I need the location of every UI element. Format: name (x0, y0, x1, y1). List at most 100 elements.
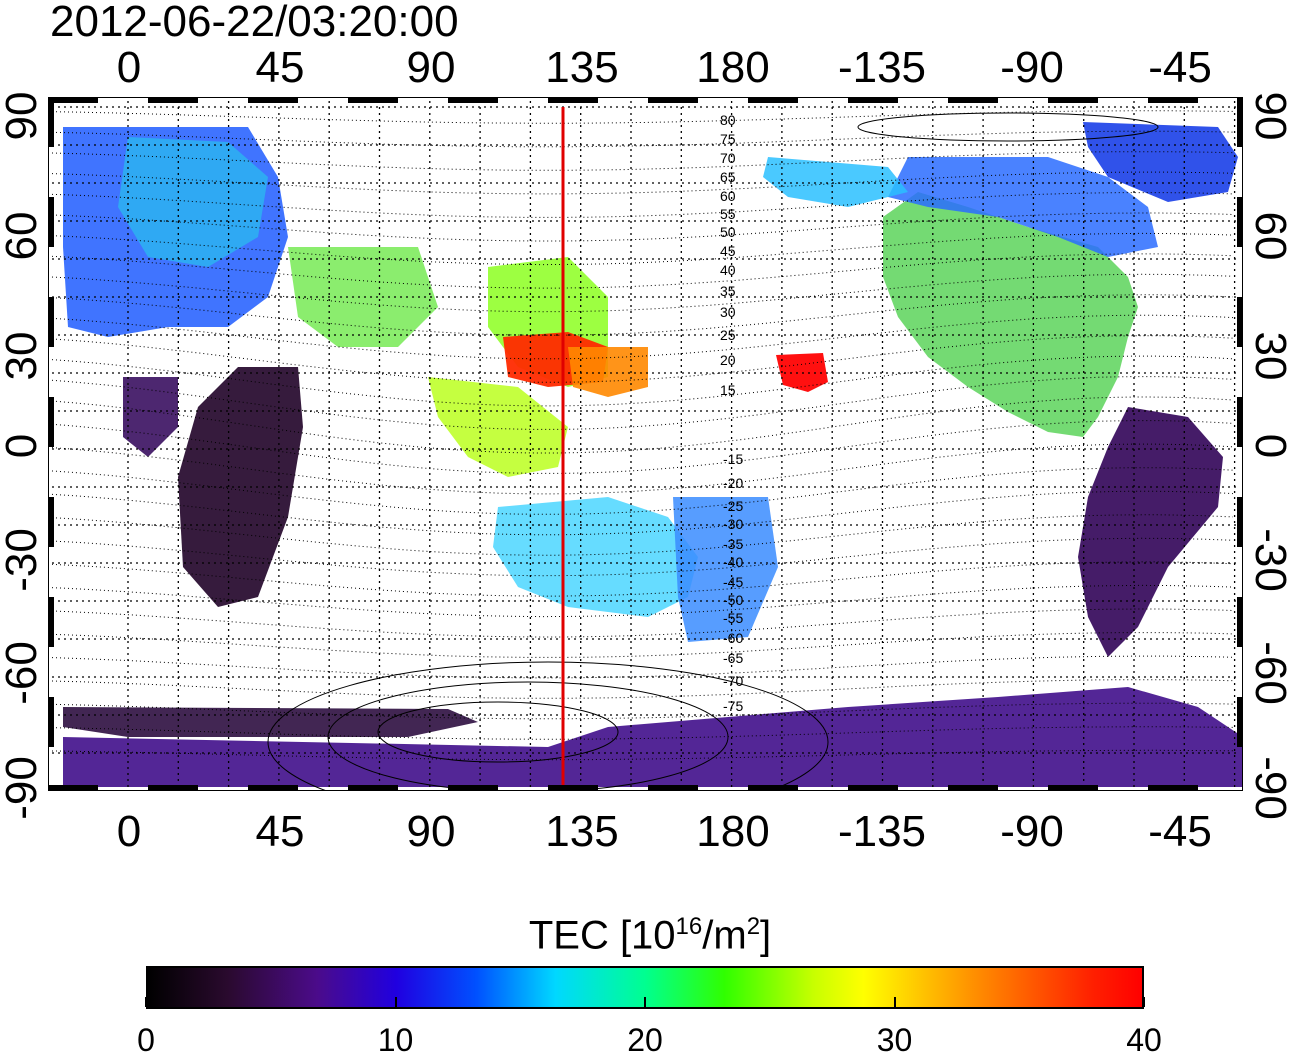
colorbar-tick-mark (644, 997, 646, 1007)
frame-tick-bar (848, 785, 898, 791)
top-longitude-label: 0 (116, 43, 142, 92)
frame-tick-bar (348, 785, 398, 791)
frame-ticks (48, 97, 1243, 791)
frame-tick-bar (748, 97, 798, 103)
magnetic-contour (48, 192, 1234, 218)
frame-tick-bar (1237, 197, 1243, 247)
left-latitude-label: 30 (0, 331, 46, 381)
colorbar-tick-label: 30 (876, 1022, 913, 1058)
tec-region-africa (178, 367, 303, 607)
contour-oval (857, 112, 1159, 142)
tec-region-south-america (1078, 407, 1223, 657)
frame-tick-bar (548, 97, 598, 103)
tec-region-antarctic (63, 687, 1243, 787)
right-latitude-label: -90 (1246, 756, 1292, 820)
contour-label: -65 (723, 650, 743, 666)
colorbar-tick-label: 0 (137, 1022, 155, 1058)
right-latitude-label: -30 (1246, 528, 1292, 592)
frame-tick-bar (648, 785, 698, 791)
contour-label: 40 (720, 262, 736, 278)
magnetic-contour (48, 110, 1234, 124)
right-latitude-label: -60 (1246, 641, 1292, 705)
bottom-longitude-label: 45 (255, 807, 305, 856)
frame-tick-bar (48, 97, 98, 103)
bottom-longitude-label: 135 (545, 807, 619, 856)
frame-tick-bar (1148, 785, 1198, 791)
tec-region-australia (493, 497, 698, 617)
frame-tick-bar (1237, 97, 1243, 147)
frame-tick-bar (1237, 597, 1243, 647)
frame-tick-bar (48, 297, 54, 347)
frame-tick-bar (148, 97, 198, 103)
frame-tick-bar (1237, 497, 1243, 547)
contour-label: -70 (723, 673, 743, 689)
top-longitude-label: 135 (545, 43, 619, 92)
frame-tick-bar (148, 785, 198, 791)
frame-tick-bar (848, 97, 898, 103)
frame-tick-bar (48, 697, 54, 747)
colorbar-tick-mark (145, 997, 147, 1007)
frame-tick-bar (948, 785, 998, 791)
bottom-longitude-label: 0 (116, 807, 142, 856)
right-latitude-label: 90 (1246, 91, 1292, 141)
contour-label: 20 (720, 352, 736, 368)
frame-tick-bar (1048, 785, 1098, 791)
magnetic-contour (48, 443, 1234, 495)
lat-lon-grid (52, 101, 1239, 787)
contour-oval (327, 681, 729, 791)
left-latitude-label: -30 (0, 528, 46, 592)
frame-tick-bar (248, 97, 298, 103)
left-latitude-label: 0 (0, 433, 46, 459)
contour-label: -20 (723, 475, 743, 491)
frame-tick-bar (48, 497, 54, 547)
contour-oval (377, 701, 619, 763)
colorbar-tick-mark (394, 997, 397, 1007)
top-longitude-label: 180 (696, 43, 770, 92)
magnetic-contour (48, 632, 1234, 658)
frame-tick-bar (48, 785, 98, 791)
contour-labels: 80 75 70 65 60 55 50 45 40 35 30 25 20 15 -15 -20 -25 -30… (720, 112, 743, 714)
frame-tick-bar (1237, 397, 1243, 447)
left-latitude-label: -90 (0, 756, 46, 820)
magnetic-contour (48, 726, 1234, 740)
frame-tick-bar (1237, 297, 1243, 347)
contour-label: 50 (720, 224, 736, 240)
magnetic-contour (48, 749, 1234, 761)
top-longitude-label: 90 (406, 43, 456, 92)
contour-label: -40 (723, 554, 743, 570)
contour-label: -60 (723, 630, 743, 646)
contour-label: 65 (720, 169, 736, 185)
contour-label: -75 (723, 698, 743, 714)
frame-tick-bar (248, 785, 298, 791)
magnetic-contour (48, 655, 1234, 679)
left-latitude-label: 90 (0, 91, 46, 141)
magnetic-contour (48, 171, 1234, 195)
magnetic-contour (48, 679, 1234, 699)
colorbar-title: TEC [1016/m2] (528, 913, 772, 958)
tec-map: 80 75 70 65 60 55 50 45 40 35 30 25 20 15 -15 -20 -25 -30… (48, 97, 1243, 791)
contour-label: 55 (720, 206, 736, 222)
contour-label: -55 (723, 610, 743, 626)
contour-label: -25 (723, 498, 743, 514)
contour-label: 75 (720, 131, 736, 147)
right-latitude-label: 0 (1246, 433, 1292, 459)
contour-label: 25 (720, 327, 736, 343)
colorbar-tick-label: 40 (1126, 1022, 1162, 1058)
colorbar-tick-label: 20 (627, 1022, 663, 1058)
magnetic-contours (48, 110, 1234, 791)
frame-tick-bar (48, 197, 54, 247)
contour-label: -30 (723, 516, 743, 532)
contour-label: 35 (720, 283, 736, 299)
tec-data-layer (63, 122, 1243, 787)
magnetic-contour (48, 355, 1234, 407)
right-latitude-label: 60 (1246, 211, 1292, 261)
contour-label: 30 (720, 304, 736, 320)
bottom-longitude-label: 90 (406, 807, 456, 856)
contour-label: -45 (723, 574, 743, 590)
top-longitude-label: -90 (1000, 43, 1064, 92)
tec-region-north-america (883, 192, 1138, 437)
magnetic-contour (48, 702, 1234, 720)
timestamp-title: 2012-06-22/03:20:00 (50, 0, 459, 46)
contour-label: 15 (720, 382, 736, 398)
contour-label: -35 (723, 536, 743, 552)
